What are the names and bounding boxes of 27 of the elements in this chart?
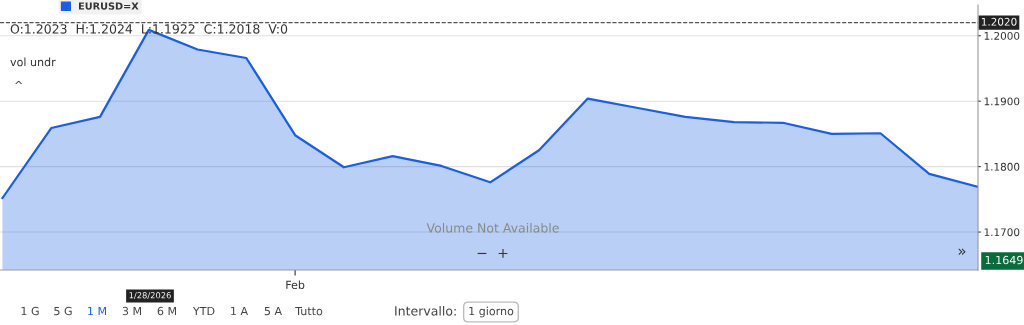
legend-label: EURUSD=X (78, 2, 139, 10)
text: 1/28/2026 (129, 292, 171, 300)
text: 5 A (264, 306, 283, 316)
text: 1 G (21, 306, 39, 316)
y-tick-label: 1.2000 (984, 31, 1020, 40)
annotation: » (958, 248, 966, 256)
annotation: vol undr (10, 57, 56, 67)
text: 6 M (157, 306, 177, 316)
text: Tutto (295, 306, 323, 316)
text: YTD (192, 306, 215, 316)
text: 1 A (231, 306, 249, 316)
annotation: O:1.2023 H:1.2024 L:1.1922 C:1.2018 V:0 (10, 24, 288, 34)
annotation: ^ (15, 80, 23, 84)
annotation: Volume Not Available (426, 222, 559, 233)
x-tick-label: Feb (286, 280, 305, 290)
ref-line-label: 1.2020 (981, 17, 1017, 26)
y-tick-label: 1.1700 (984, 228, 1020, 237)
text: Intervallo: (395, 305, 456, 316)
annotation: − (477, 252, 487, 255)
text: 1 giorno (469, 306, 514, 318)
y-tick-label: 1.1800 (984, 162, 1020, 171)
text: 1.1649 (985, 255, 1023, 265)
text: 3 M (122, 306, 142, 316)
text: 5 G (54, 306, 72, 316)
annotation: + (498, 249, 508, 258)
y-tick-label: 1.1900 (984, 97, 1020, 106)
text: 1 M (88, 306, 107, 316)
